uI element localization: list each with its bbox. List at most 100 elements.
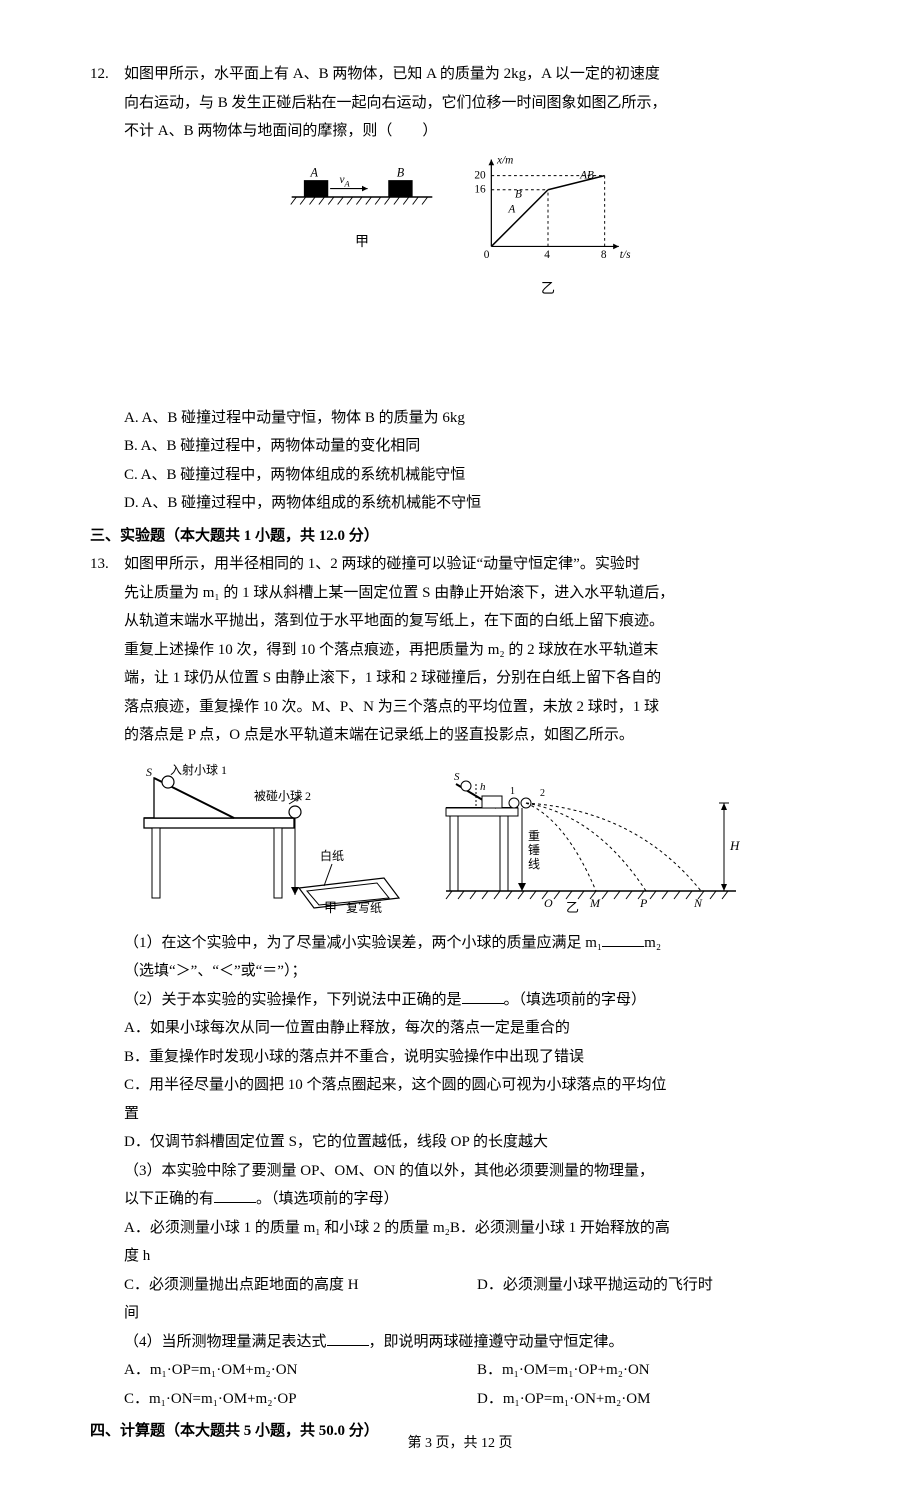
q13-sub2-D: D．仅调节斜槽固定位置 S，它的位置越低，线段 OP 的长度越大 — [124, 1128, 830, 1157]
q13-sub4-A: A．m₁·OP=m₁·OM+m₂·ON — [124, 1356, 477, 1385]
section3-title: 三、实验题（本大题共 1 小题，共 12.0 分） — [90, 522, 830, 551]
q12-yi-xlabel: t/s — [620, 248, 631, 260]
q13-yi-plumb1: 重 — [528, 829, 540, 843]
q13-figure: S 入射小球 1 被碰小球 2 白纸 复写纸 甲 — [124, 760, 830, 915]
q13-jia-ball2: 被碰小球 2 — [254, 789, 311, 803]
q12-yi-x8: 8 — [601, 248, 607, 260]
q12-stem: 如图甲所示，水平面上有 A、B 两物体，已知 A 的质量为 2kg，A 以一定的… — [124, 60, 830, 146]
q12-fig-yi: x/m t/s 20 16 0 4 8 — [463, 152, 633, 304]
q13-yi-P: P — [639, 896, 648, 910]
q13-yi-S: S — [454, 771, 460, 783]
q13-sub1-a: （1）在这个实验中，为了尽量减小实验误差，两个小球的质量应满足 m₁ — [124, 935, 602, 951]
blank-2[interactable] — [462, 988, 504, 1004]
q12-fig-jia: A vA B 甲 — [287, 152, 437, 304]
q13-jia-paper1: 白纸 — [320, 848, 344, 863]
q13-yi-1: 1 — [510, 786, 515, 797]
q13-sub3-b: 以下正确的有 — [124, 1191, 214, 1207]
q13-sub4-D: D．m₁·OP=m₁·ON+m₂·OM — [477, 1385, 830, 1414]
q12-yi-cap: 乙 — [463, 277, 633, 304]
q13-sub2-b: 。（填选项前的字母） — [504, 992, 647, 1008]
q13-yi-2: 2 — [540, 788, 545, 799]
q13-sub2-B: B．重复操作时发现小球的落点并不重合，说明实验操作中出现了错误 — [124, 1043, 830, 1072]
q13-sub1-c: （选填“＞”、“＜”或“＝”）； — [124, 963, 306, 979]
q12-optB: B. A、B 碰撞过程中，两物体动量的变化相同 — [124, 432, 830, 461]
blank-1[interactable] — [602, 931, 644, 947]
q12-optA: A. A、B 碰撞过程中动量守恒，物体 B 的质量为 6kg — [124, 404, 830, 433]
q13-sub3-D2: 间 — [124, 1299, 830, 1328]
q13-yi-H: H — [729, 838, 740, 853]
blank-3[interactable] — [214, 1187, 256, 1203]
q12-line3: 不计 A、B 两物体与地面间的摩擦，则（ ） — [124, 123, 437, 139]
q13-jia-ball1: 入射小球 1 — [170, 762, 227, 777]
q12-yi-x4: 4 — [544, 248, 550, 260]
q13-sub2-C: C．用半径尽量小的圆把 10 个落点圈起来，这个圆的圆心可视为小球落点的平均位 — [124, 1071, 830, 1100]
q13-yi-plumb2: 锤 — [528, 842, 540, 857]
q13-p2: 先让质量为 m₁ 的 1 球从斜槽上某一固定位置 S 由静止开始滚下，进入水平轨… — [124, 585, 674, 601]
q12: 12. 如图甲所示，水平面上有 A、B 两物体，已知 A 的质量为 2kg，A … — [90, 60, 830, 146]
q13-p3: 从轨道末端水平抛出，落到位于水平地面的复写纸上，在下面的白纸上留下痕迹。 — [124, 613, 664, 629]
q13-jia-paper2: 复写纸 — [346, 901, 382, 915]
q12-yi-svg: x/m t/s 20 16 0 4 8 — [463, 152, 633, 265]
q12-jia-cap: 甲 — [287, 230, 437, 257]
q13-sub4-a: （4）当所测物理量满足表达式 — [124, 1334, 327, 1350]
q13-sub4: （4）当所测物理量满足表达式 ，即说明两球碰撞遵守动量守恒定律。 — [124, 1328, 830, 1357]
q13-jia-svg: S 入射小球 1 被碰小球 2 白纸 复写纸 甲 — [124, 760, 404, 915]
q12-yi-y20: 20 — [474, 169, 486, 181]
q12-figure: A vA B 甲 x/m t/s — [90, 152, 830, 304]
q13-sub3-c: 。（填选项前的字母） — [256, 1191, 399, 1207]
q12-labelB: B — [397, 165, 405, 179]
q12-yi-y16: 16 — [474, 183, 486, 195]
q12-yi-origin: 0 — [484, 248, 490, 260]
q13-sub4-b: ，即说明两球碰撞遵守动量守恒定律。 — [369, 1334, 624, 1350]
q13-p4: 重复上述操作 10 次，得到 10 个落点痕迹，再把质量为 m₂ 的 2 球放在… — [124, 642, 658, 658]
q13-sub2-A: A．如果小球每次从同一位置由静止释放，每次的落点一定是重合的 — [124, 1014, 830, 1043]
q13-sub4-opts: A．m₁·OP=m₁·OM+m₂·ON B．m₁·OM=m₁·OP+m₂·ON … — [124, 1356, 830, 1413]
q13-sub3-C: C．必须测量抛出点距地面的高度 H — [124, 1271, 477, 1300]
q13-p1: 如图甲所示，用半径相同的 1、2 两球的碰撞可以验证“动量守恒定律”。实验时 — [124, 556, 640, 572]
q13-sub4-B: B．m₁·OM=m₁·OP+m₂·ON — [477, 1356, 830, 1385]
blank-4[interactable] — [327, 1330, 369, 1346]
q12-optC: C. A、B 碰撞过程中，两物体组成的系统机械能守恒 — [124, 461, 830, 490]
svg-text:vA: vA — [340, 173, 351, 188]
q12-optD: D. A、B 碰撞过程中，两物体组成的系统机械能不守恒 — [124, 489, 830, 518]
q12-jia-svg: A vA B — [287, 152, 437, 218]
page-footer: 第 3 页，共 12 页 — [0, 1431, 920, 1458]
q12-yi-ylabel: x/m — [496, 154, 513, 166]
q12-labelA: A — [309, 165, 318, 179]
q13-p5: 端，让 1 球仍从位置 S 由静止滚下，1 球和 2 球碰撞后，分别在白纸上留下… — [124, 670, 661, 686]
q13-sub3-A2: 度 h — [124, 1242, 830, 1271]
q12-line1: 如图甲所示，水平面上有 A、B 两物体，已知 A 的质量为 2kg，A 以一定的… — [124, 66, 660, 82]
q12-yi-AB: AB — [579, 169, 594, 181]
q13-stem: 如图甲所示，用半径相同的 1、2 两球的碰撞可以验证“动量守恒定律”。实验时 先… — [124, 550, 830, 750]
q13-yi-M: M — [589, 896, 601, 910]
q13-number: 13. — [90, 550, 124, 750]
q13-sub2-C2: 置 — [124, 1100, 830, 1129]
q13-sub4-C: C．m₁·ON=m₁·OM+m₂·OP — [124, 1385, 477, 1414]
q13-yi-O: O — [544, 896, 553, 910]
q13-sub3-D: D．必须测量小球平抛运动的飞行时 — [477, 1271, 830, 1300]
q13-yi-N: N — [693, 896, 703, 910]
q13-p6: 落点痕迹，重复操作 10 次。M、P、N 为三个落点的平均位置，未放 2 球时，… — [124, 699, 659, 715]
q13-sub1-b: m₂ — [644, 935, 661, 951]
q13: 13. 如图甲所示，用半径相同的 1、2 两球的碰撞可以验证“动量守恒定律”。实… — [90, 550, 830, 750]
q13-jia-cap: 甲 — [324, 900, 337, 915]
q13-jia-S: S — [146, 765, 152, 779]
q12-yi-A: A — [507, 203, 515, 215]
q12-options: A. A、B 碰撞过程中动量守恒，物体 B 的质量为 6kg B. A、B 碰撞… — [124, 404, 830, 518]
q13-sub1: （1）在这个实验中，为了尽量减小实验误差，两个小球的质量应满足 m₁ m₂ （选填… — [124, 929, 830, 986]
q13-yi-cap: 乙 — [566, 900, 579, 915]
q13-sub3-A: A．必须测量小球 1 的质量 m₁ 和小球 2 的质量 m₂B．必须测量小球 1… — [124, 1214, 830, 1243]
q12-number: 12. — [90, 60, 124, 146]
q13-subs: （1）在这个实验中，为了尽量减小实验误差，两个小球的质量应满足 m₁ m₂ （选填… — [124, 929, 830, 1414]
q13-p7: 的落点是 P 点，O 点是水平轨道末端在记录纸上的竖直投影点，如图乙所示。 — [124, 727, 634, 743]
q13-sub2-a: （2）关于本实验的实验操作，下列说法中正确的是 — [124, 992, 462, 1008]
page: 12. 如图甲所示，水平面上有 A、B 两物体，已知 A 的质量为 2kg，A … — [0, 0, 920, 1486]
q13-sub3-a: （3）本实验中除了要测量 OP、OM、ON 的值以外，其他必须要测量的物理量， — [124, 1163, 654, 1179]
q13-sub3: （3）本实验中除了要测量 OP、OM、ON 的值以外，其他必须要测量的物理量， … — [124, 1157, 830, 1214]
q13-sub2: （2）关于本实验的实验操作，下列说法中正确的是 。（填选项前的字母） — [124, 986, 830, 1015]
q12-vA-sub: A — [344, 178, 351, 188]
q12-line2: 向右运动，与 B 发生正碰后粘在一起向右运动，它们位移一时间图象如图乙所示， — [124, 95, 667, 111]
svg-text:B: B — [515, 188, 522, 200]
q13-yi-svg: S h 1 2 重 锤 线 — [436, 760, 746, 915]
q13-sub3-CD-row: C．必须测量抛出点距地面的高度 H D．必须测量小球平抛运动的飞行时 — [124, 1271, 830, 1300]
